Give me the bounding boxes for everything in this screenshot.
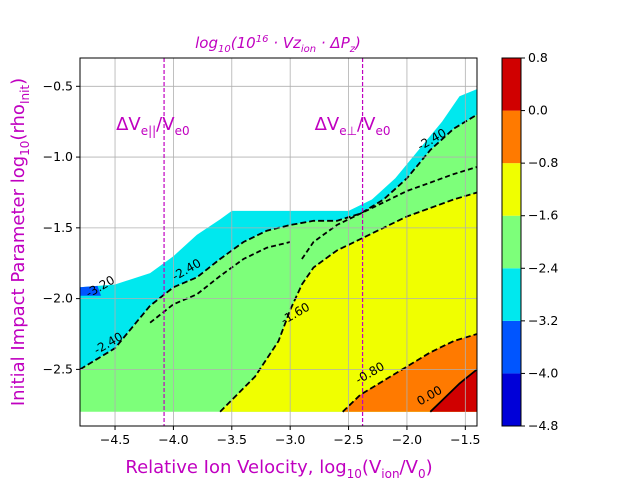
plot-frame	[79, 57, 478, 427]
contour-line-red	[429, 368, 477, 413]
colorbar-segment	[502, 215, 521, 269]
y-tick-label: −1.5	[43, 220, 73, 235]
x-tick-label: −1.5	[450, 432, 480, 447]
chart-title: log10(1016 · Vzion · ΔPz)	[195, 34, 361, 55]
y-tick-label: −2.5	[43, 361, 73, 376]
colorbar-segment	[502, 58, 521, 111]
colorbar-segment	[502, 110, 521, 164]
colorbar-tick-label: −4.8	[528, 418, 558, 433]
y-tick-label: −2.0	[43, 291, 73, 306]
x-tick-label: −4.5	[100, 432, 130, 447]
contour-line-yellow	[219, 191, 477, 413]
contour-line-inner	[301, 166, 477, 260]
contour-fills	[80, 89, 477, 412]
reference-line-label: ΔVe||/Ve0	[116, 114, 190, 138]
x-tick-label: −2.5	[333, 432, 363, 447]
region-blue-patch	[80, 285, 101, 296]
grid	[80, 58, 477, 426]
plot-area: ΔVe||/Ve0 ΔVe⊥/Ve0 -2.40-1.60-0.800.00-2.4…	[80, 58, 477, 426]
x-tick-label: −2.0	[392, 432, 422, 447]
axes: −4.5 −4.0 −3.5 −3.0 −2.5 −2.0 −1.5 −0.5 −1.0 −1.5…	[43, 57, 481, 447]
colorbar: −4.8 −4.0 −3.2 −2.4 −1.6 −0.8 0.0 0.8	[501, 50, 558, 433]
colorbar-segment	[502, 268, 521, 321]
colorbar-tick-label: −2.4	[528, 260, 558, 275]
y-axis-label: Initial Impact Parameter log10(rhoInit)	[8, 78, 32, 406]
colorbar-tick-label: −4.0	[528, 365, 558, 380]
y-tick-label: −1.0	[43, 149, 73, 164]
x-axis-label: Relative Ion Velocity, log10(Vion/V0)	[125, 457, 432, 480]
x-tick-label: −3.5	[217, 432, 247, 447]
reference-line-label: ΔVe⊥/Ve0	[315, 114, 391, 138]
colorbar-frame	[501, 57, 522, 427]
colorbar-tick-label: 0.8	[528, 50, 548, 65]
colorbar-segment	[502, 163, 521, 216]
contour-lines	[80, 113, 477, 413]
colorbar-tick-label: −0.8	[528, 155, 558, 170]
colorbar-tick-label: −1.6	[528, 208, 558, 223]
colorbar-segment	[502, 373, 521, 426]
contour-line-inner	[149, 241, 291, 324]
x-tick-label: −3.0	[275, 432, 305, 447]
colorbar-segment	[502, 320, 521, 374]
colorbar-tick-label: −3.2	[528, 313, 558, 328]
x-tick-label: −4.0	[158, 432, 188, 447]
y-tick-label: −0.5	[43, 78, 73, 93]
colorbar-tick-label: 0.0	[528, 103, 548, 118]
region-orange	[342, 334, 477, 412]
